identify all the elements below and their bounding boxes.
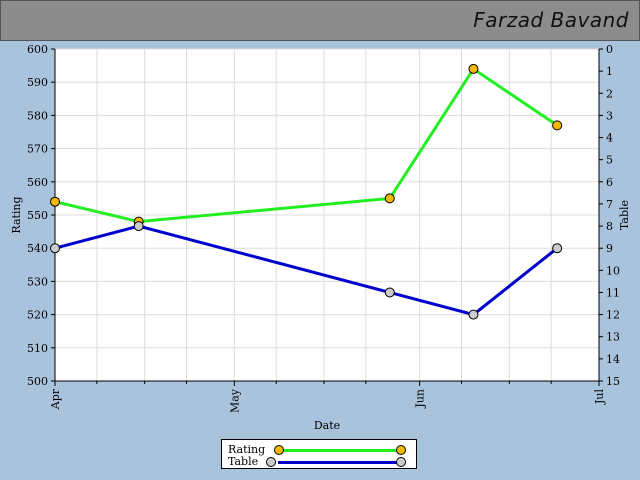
legend-label: Table: [228, 455, 259, 468]
legend-marker-rating: [274, 445, 284, 455]
x-tick-label: Apr: [49, 388, 62, 410]
y-axis-title-left: Rating: [10, 196, 23, 233]
data-point-table: [384, 287, 395, 298]
y-tick-label-right: 7: [606, 198, 613, 211]
y-tick-label-right: 2: [606, 87, 613, 100]
y-tick-label-right: 11: [606, 286, 620, 299]
data-point-table: [468, 309, 479, 320]
y-tick-label-left: 600: [27, 43, 48, 56]
y-tick-label-left: 520: [27, 309, 48, 322]
data-point-table: [133, 221, 144, 232]
data-point-rating: [468, 63, 479, 74]
data-point-rating: [50, 196, 60, 207]
x-tick-label: May: [228, 388, 241, 413]
data-point-rating: [384, 193, 395, 204]
y-tick-label-left: 560: [27, 176, 48, 189]
y-tick-label-left: 580: [27, 109, 48, 122]
legend-marker-table: [396, 457, 406, 467]
legend-label: Rating: [228, 443, 266, 456]
legend-marker-rating: [396, 445, 406, 455]
y-tick-label-left: 570: [27, 143, 48, 156]
y-tick-label-left: 510: [27, 342, 48, 355]
y-tick-label-right: 6: [606, 176, 613, 189]
legend-marker-table: [266, 457, 276, 467]
chart-header: Farzad Bavand: [0, 0, 640, 41]
y-tick-label-left: 500: [27, 375, 48, 388]
y-tick-label-right: 8: [606, 220, 613, 233]
y-tick-label-left: 550: [27, 209, 48, 222]
data-point-table: [50, 243, 60, 254]
y-tick-label-left: 530: [27, 275, 48, 288]
data-point-rating: [552, 120, 563, 131]
y-tick-label-right: 3: [606, 109, 613, 122]
x-tick-label: Jul: [593, 389, 606, 405]
data-point-table: [552, 243, 563, 254]
y-tick-label-right: 12: [606, 309, 620, 322]
y-tick-label-right: 1: [606, 65, 613, 78]
y-tick-label-right: 14: [606, 353, 620, 366]
chart-title: Farzad Bavand: [473, 8, 629, 32]
y-tick-label-left: 540: [27, 242, 48, 255]
legend: Rating Table: [221, 439, 417, 469]
y-tick-label-right: 13: [606, 331, 620, 344]
y-tick-label-right: 0: [606, 43, 613, 56]
legend-item-table: Table: [228, 455, 258, 468]
x-tick-label: Jun: [414, 389, 427, 409]
legend-line-rating: [278, 449, 402, 452]
y-axis-title-right: Table: [618, 200, 631, 230]
y-tick-label-left: 590: [27, 76, 48, 89]
y-tick-label-right: 4: [606, 132, 613, 145]
y-tick-label-right: 9: [606, 242, 613, 255]
y-tick-label-right: 5: [606, 154, 613, 167]
y-tick-label-right: 10: [606, 264, 620, 277]
y-tick-label-right: 15: [606, 375, 620, 388]
x-axis-title: Date: [314, 419, 340, 432]
legend-item-rating: Rating: [228, 443, 265, 456]
legend-line-table: [278, 461, 402, 464]
